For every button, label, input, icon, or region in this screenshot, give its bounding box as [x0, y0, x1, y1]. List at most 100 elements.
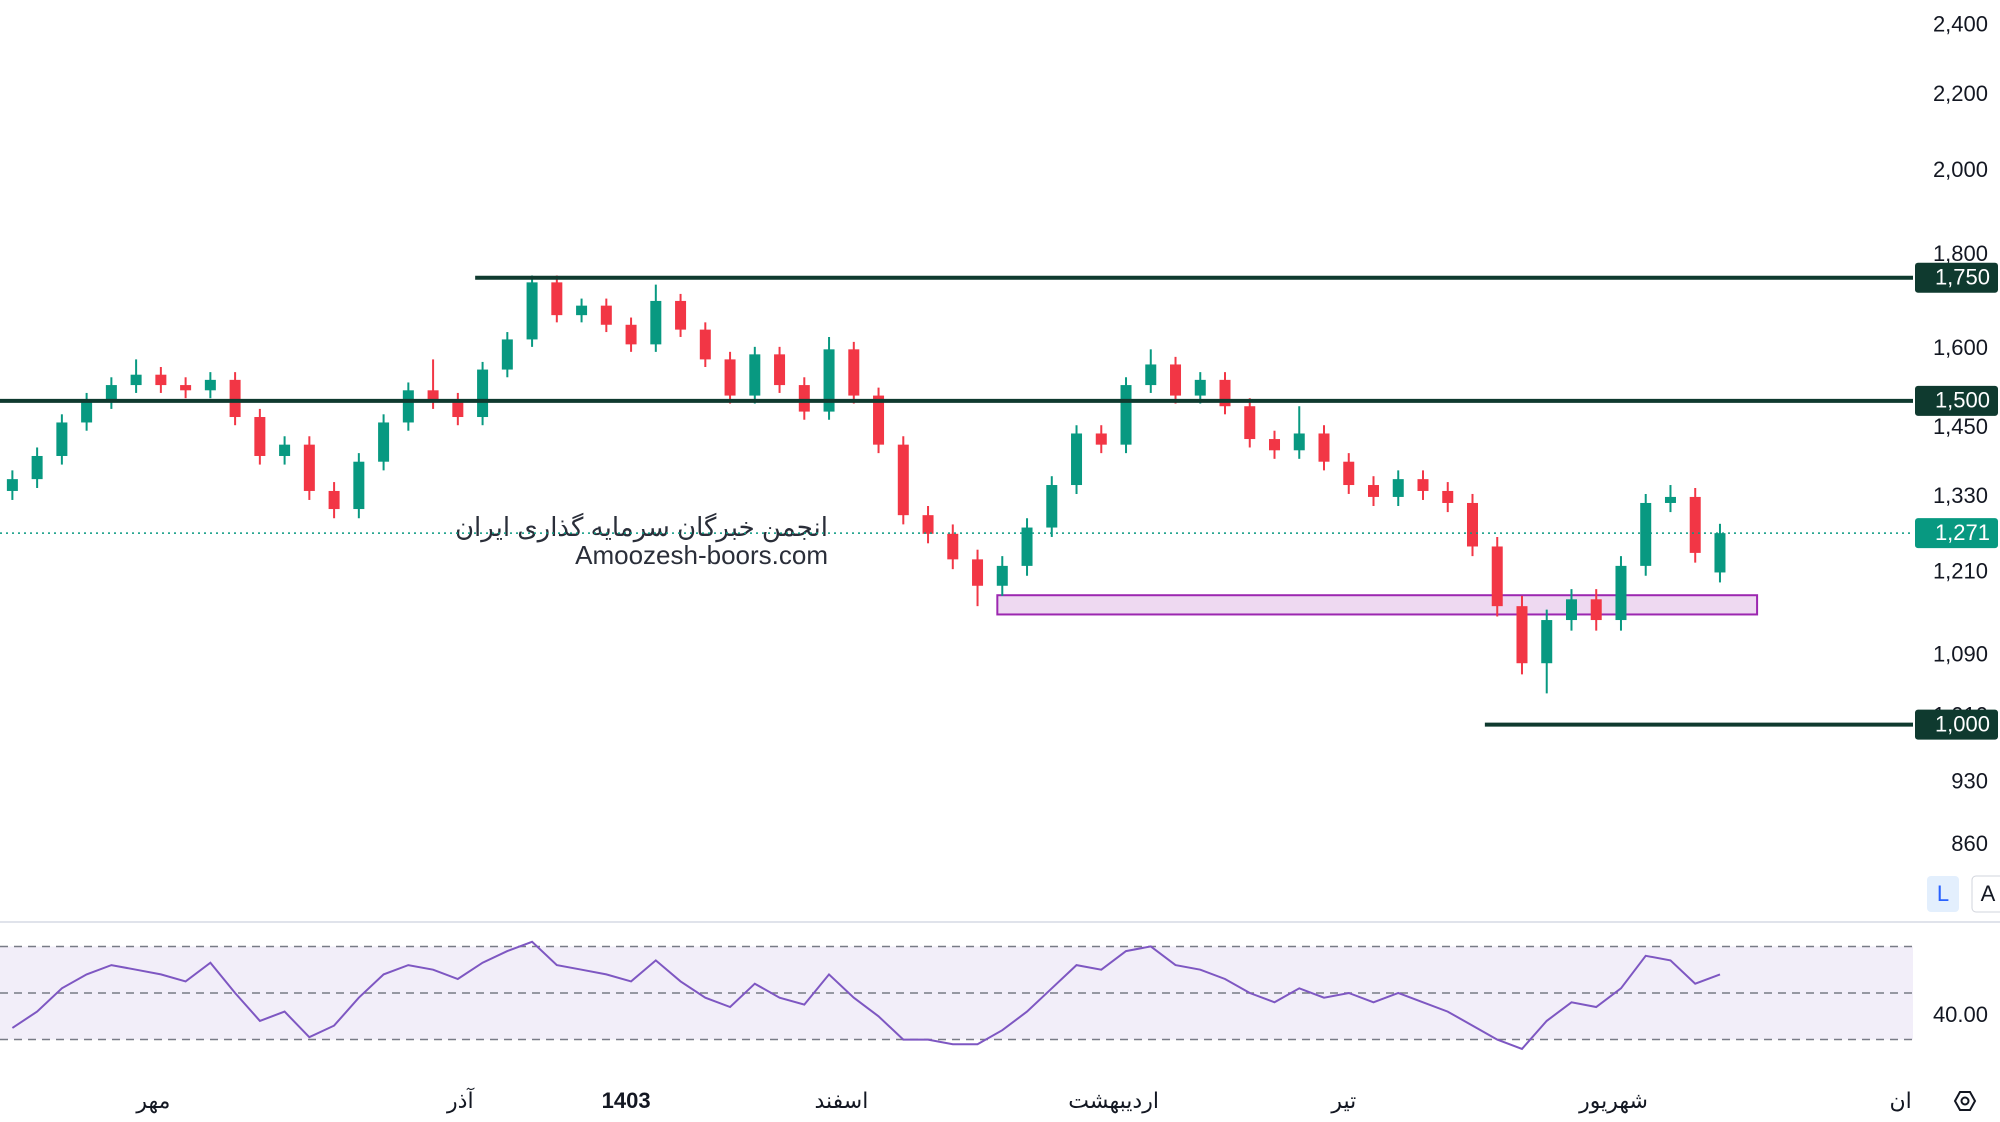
- level-box: [1915, 262, 1998, 293]
- candle-body: [1194, 379, 1206, 396]
- candle-body: [452, 400, 464, 418]
- level-label: 1,750: [1935, 265, 1990, 290]
- candle-body: [897, 444, 909, 516]
- candle-body: [1664, 496, 1676, 503]
- candle-body: [279, 444, 291, 456]
- candle-body: [774, 354, 786, 386]
- candle-body: [526, 282, 538, 340]
- y-tick-label: 1,800: [1933, 241, 1988, 266]
- candle-body: [1170, 364, 1182, 396]
- candle-body: [427, 390, 439, 401]
- candle-body: [1145, 364, 1157, 386]
- last-price-label: 1,271: [1935, 520, 1990, 545]
- candle-body: [1269, 439, 1281, 451]
- x-tick-label: مهر: [135, 1088, 170, 1113]
- y-tick-label: 1,330: [1933, 483, 1988, 508]
- y-tick-label: 1,600: [1933, 335, 1988, 360]
- candle-body: [1442, 490, 1454, 503]
- candle-body: [724, 359, 736, 396]
- y-tick-label: 1,450: [1933, 414, 1988, 439]
- candle-body: [675, 300, 687, 330]
- candle-body: [699, 329, 711, 360]
- level-box: [1915, 385, 1998, 416]
- candle-body: [303, 444, 315, 491]
- candle-body: [254, 417, 266, 456]
- settings-icon[interactable]: [1953, 1091, 1977, 1111]
- candle-body: [353, 461, 365, 510]
- candle-body: [1392, 479, 1404, 497]
- candle-body: [600, 305, 612, 325]
- candle-body: [1466, 502, 1478, 547]
- level-box: [1915, 709, 1998, 740]
- candle-body: [6, 479, 18, 491]
- log-button[interactable]: [1927, 876, 1959, 912]
- watermark: انجمن خبرگان سرمایه گذاری ایران: [455, 512, 828, 543]
- auto-button[interactable]: [1971, 875, 2000, 913]
- y-tick-label: 2,400: [1933, 11, 1988, 36]
- candle-body: [996, 565, 1008, 586]
- watermark: Amoozesh-boors.com: [575, 540, 828, 570]
- x-tick-label: اردیبهشت: [1068, 1088, 1159, 1113]
- y-tick-label: 1,090: [1933, 642, 1988, 667]
- candle-body: [1021, 527, 1033, 566]
- candle-body: [1219, 379, 1231, 407]
- x-tick-label: تیر: [1330, 1088, 1356, 1113]
- candle-body: [155, 374, 167, 386]
- candle-body: [204, 379, 216, 391]
- candle-body: [1071, 433, 1083, 486]
- candle-body: [873, 395, 885, 445]
- rsi-tick-label: 40.00: [1933, 1002, 1988, 1027]
- settings-icon-center: [1960, 1096, 1970, 1106]
- x-tick-label: شهریور: [1578, 1088, 1648, 1113]
- candle-body: [1491, 546, 1503, 607]
- x-tick-label: ان: [1889, 1088, 1911, 1113]
- candle-body: [972, 559, 984, 586]
- candle-body: [922, 515, 934, 534]
- log-button-label[interactable]: L: [1937, 881, 1949, 906]
- candle-body: [1541, 620, 1553, 664]
- level-label: 1,500: [1935, 388, 1990, 413]
- candle-body: [56, 422, 68, 456]
- candle-body: [1640, 502, 1652, 566]
- candle-body: [848, 349, 860, 396]
- last-price-box: [1915, 518, 1998, 549]
- candle-body: [823, 349, 835, 412]
- support-zone: [996, 594, 1759, 616]
- candle-body: [1046, 485, 1058, 528]
- y-tick-label: 2,000: [1933, 157, 1988, 182]
- candle-body: [402, 390, 414, 423]
- candle-body: [749, 354, 761, 396]
- candle-body: [1095, 433, 1107, 445]
- candle-body: [477, 369, 489, 418]
- candle-body: [81, 400, 93, 423]
- candle-body: [1244, 406, 1256, 440]
- candle-body: [130, 374, 142, 386]
- candle-body: [328, 490, 340, 510]
- rsi-line: [11, 940, 1721, 1051]
- candle-body: [947, 533, 959, 560]
- candle-body: [1714, 533, 1726, 573]
- candle-body: [1367, 485, 1379, 497]
- candle-body: [1615, 565, 1627, 621]
- level-label: 1,000: [1935, 711, 1990, 736]
- y-tick-label: 2,200: [1933, 81, 1988, 106]
- auto-button-label[interactable]: A: [1981, 881, 1996, 906]
- candle-body: [229, 379, 241, 418]
- candle-body: [105, 385, 117, 401]
- candle-body: [1516, 606, 1528, 664]
- y-tick-label: 860: [1951, 831, 1988, 856]
- x-tick-label: آذر: [446, 1087, 474, 1113]
- candle-body: [576, 305, 588, 316]
- y-tick-label: 1,210: [1933, 558, 1988, 583]
- x-tick-label: اسفند: [814, 1088, 868, 1113]
- candle-body: [650, 300, 662, 345]
- candle-body: [798, 385, 810, 412]
- candle-body: [1689, 496, 1701, 553]
- y-tick-label: 930: [1951, 768, 1988, 793]
- candle-body: [551, 282, 563, 316]
- candle-body: [180, 385, 192, 391]
- candle-body: [501, 339, 513, 370]
- candle-body: [378, 422, 390, 462]
- candle-body: [1120, 385, 1132, 445]
